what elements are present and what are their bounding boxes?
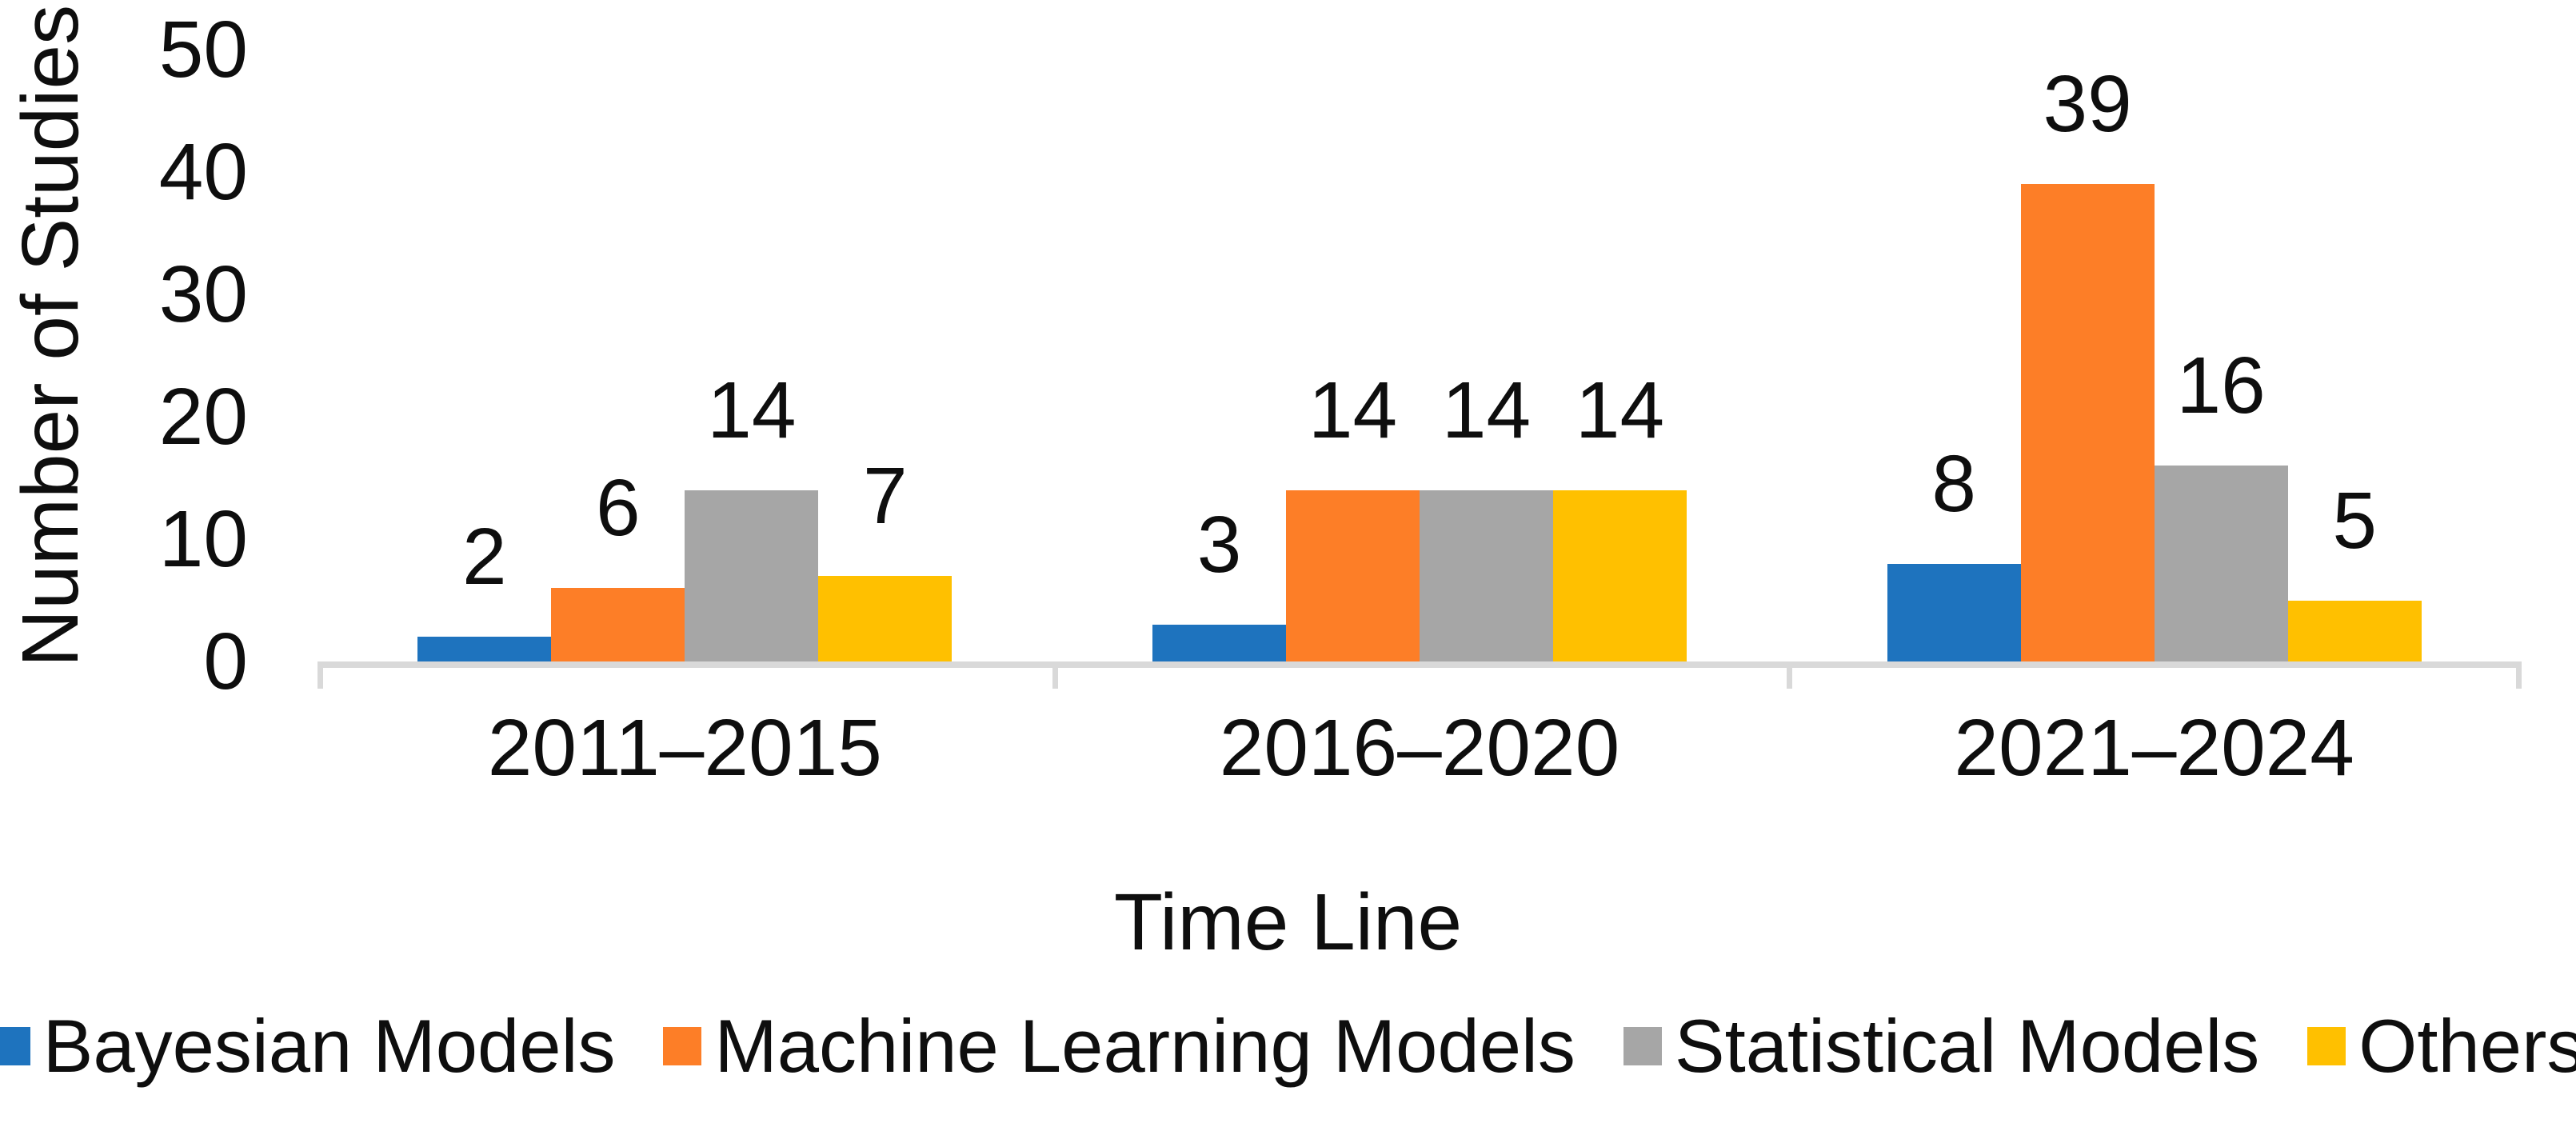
bar-value-label: 39 (2043, 59, 2132, 150)
bar-statistical-models-2021–2024 (2154, 466, 2288, 661)
x-axis-tick-mark (2516, 661, 2522, 689)
bar-value-label: 14 (1308, 365, 1398, 455)
legend-label: Bayesian Models (42, 1004, 616, 1088)
y-tick-label: 50 (158, 5, 248, 94)
bar-statistical-models-2016–2020 (1420, 490, 1553, 661)
y-tick-label: 30 (158, 250, 248, 339)
legend-item-bayesian-models: Bayesian Models (0, 1005, 615, 1088)
x-axis-title: Time Line (1113, 877, 1463, 967)
legend-label: Statistical Models (1674, 1004, 2260, 1088)
bar-value-label: 14 (1441, 365, 1532, 455)
bar-bayesian-models-2021–2024 (1887, 563, 2021, 661)
bar-others-2016–2020 (1553, 490, 1687, 661)
bar-statistical-models-2011–2015 (685, 490, 819, 661)
x-tick-label: 2016–2020 (1219, 703, 1620, 793)
y-tick-label: 40 (158, 127, 248, 217)
x-axis-tick-mark (1052, 661, 1058, 689)
bar-machine-learning-models-2021–2024 (2020, 184, 2155, 661)
legend-label: Others (2358, 1004, 2576, 1088)
bar-value-label: 8 (1931, 438, 1976, 529)
legend: Bayesian Models Machine Learning Models St… (0, 1005, 2576, 1088)
legend-swatch-icon (663, 1027, 702, 1065)
legend-item-statistical-models: Statistical Models (1623, 1005, 2259, 1088)
x-tick-label: 2021–2024 (1954, 703, 2354, 793)
legend-label: Machine Learning Models (714, 1004, 1576, 1088)
x-tick-label: 2011–2015 (487, 703, 882, 793)
bar-bayesian-models-2016–2020 (1152, 625, 1286, 661)
y-tick-label: 10 (158, 494, 248, 584)
bar-others-2021–2024 (2287, 600, 2422, 661)
x-axis-tick-mark (318, 661, 323, 689)
legend-item-machine-learning-models: Machine Learning Models (663, 1004, 1576, 1088)
legend-swatch-icon (1623, 1027, 1662, 1065)
bar-machine-learning-models-2011–2015 (551, 588, 685, 661)
bar-value-label: 7 (863, 450, 908, 541)
bar-others-2011–2015 (818, 575, 953, 661)
bar-value-label: 14 (707, 365, 797, 455)
x-axis-baseline (318, 661, 2522, 668)
bar-value-label: 6 (596, 463, 641, 554)
bar-value-label: 14 (1575, 365, 1665, 455)
legend-item-others: Others (2307, 1005, 2576, 1088)
legend-swatch-icon (0, 1027, 30, 1065)
bar-value-label: 5 (2332, 475, 2377, 565)
bar-value-label: 3 (1196, 500, 1242, 590)
y-tick-label: 20 (158, 372, 248, 462)
bar-machine-learning-models-2016–2020 (1286, 490, 1420, 661)
bar-bayesian-models-2011–2015 (417, 637, 552, 661)
y-tick-label: 0 (203, 617, 248, 706)
x-axis-tick-mark (1787, 661, 1793, 689)
y-axis-title: Number of Studies (6, 4, 95, 668)
bar-value-label: 16 (2176, 341, 2266, 431)
legend-swatch-icon (2307, 1027, 2346, 1065)
bar-value-label: 2 (462, 512, 507, 602)
